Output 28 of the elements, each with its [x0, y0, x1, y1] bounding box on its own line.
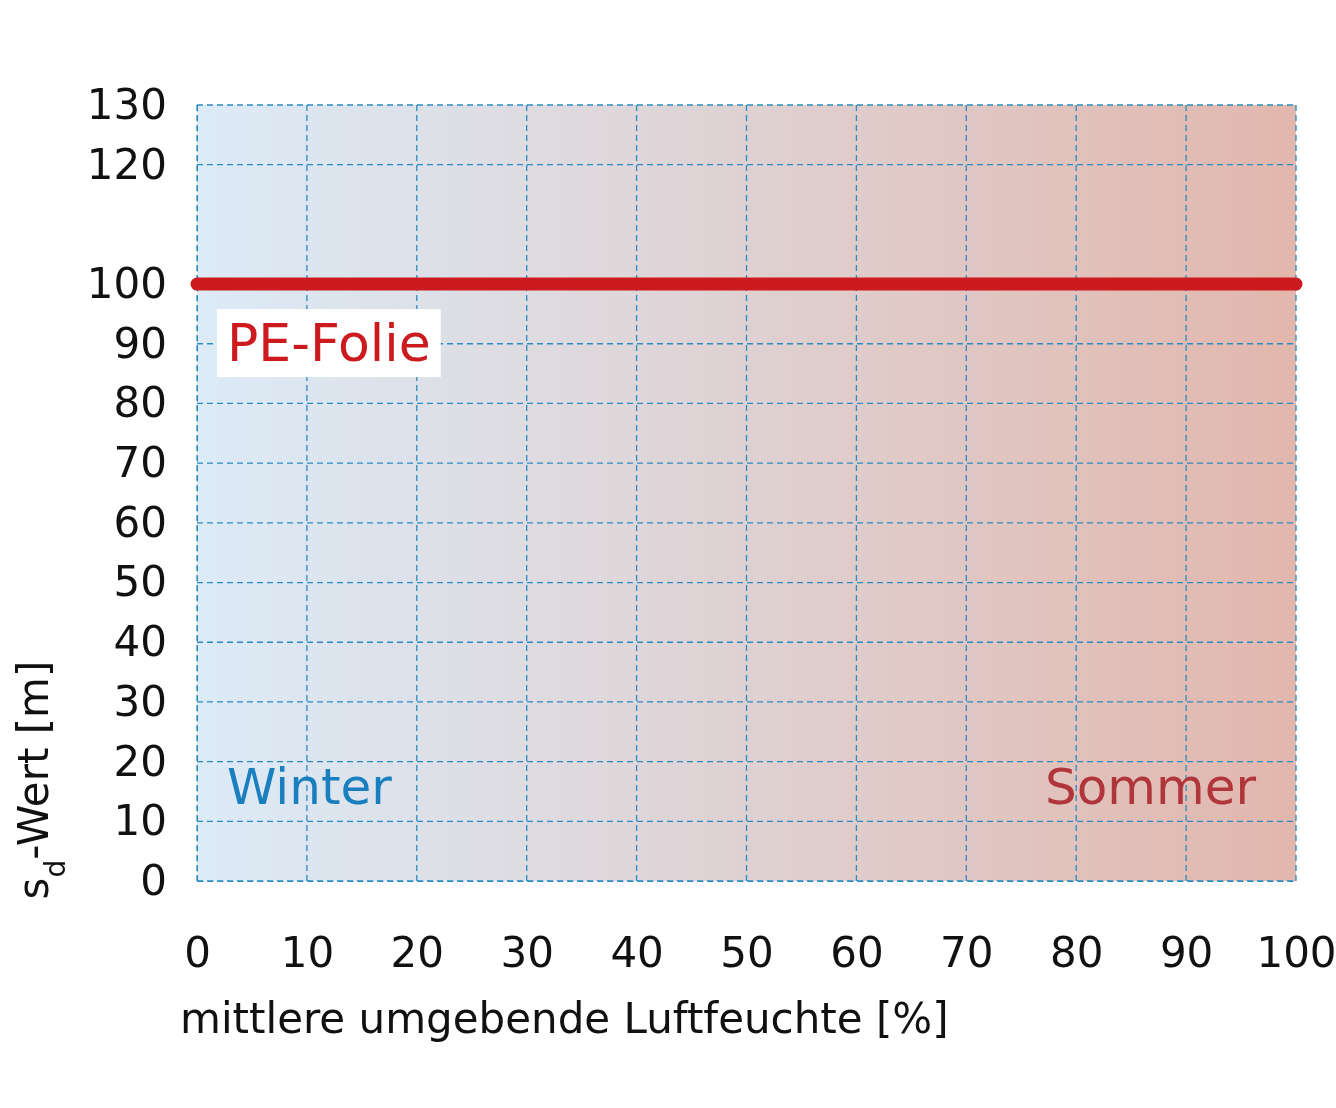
x-tick-label: 0 [184, 927, 211, 977]
x-tick-label: 70 [940, 927, 994, 977]
annotation: Winter [227, 758, 393, 816]
x-tick-label: 90 [1159, 927, 1214, 977]
y-tick-label: 0 [140, 855, 167, 905]
x-tick-label: 40 [610, 927, 664, 977]
x-tick-label: 100 [1256, 927, 1336, 977]
x-tick-label: 10 [280, 927, 335, 977]
y-tick-label: 130 [86, 79, 167, 129]
y-tick-label: 60 [113, 497, 167, 547]
y-tick-label: 90 [113, 318, 167, 368]
series-label: PE-Folie [227, 313, 431, 374]
annotation: Sommer [1044, 758, 1257, 816]
x-tick-label: 80 [1049, 927, 1104, 977]
x-tick-label: 60 [830, 927, 884, 977]
y-tick-label: 10 [113, 796, 167, 846]
x-axis-title: mittlere umgebende Luftfeuchte [%] [180, 994, 949, 1043]
y-tick-label: 80 [113, 378, 167, 428]
y-tick-label: 120 [86, 139, 167, 189]
x-tick-label: 30 [500, 927, 554, 977]
y-tick-label: 100 [86, 259, 167, 309]
y-tick-label: 30 [113, 676, 167, 726]
y-tick-label: 20 [113, 736, 167, 786]
y-tick-label: 70 [113, 438, 167, 488]
x-tick-label: 50 [720, 927, 774, 977]
y-tick-label: 50 [113, 557, 167, 607]
y-tick-label: 40 [113, 617, 167, 667]
x-tick-label: 20 [390, 927, 445, 977]
